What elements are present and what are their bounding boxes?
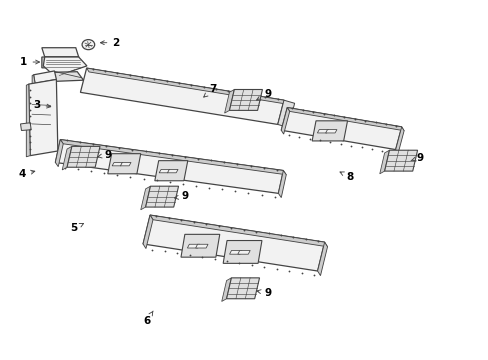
Polygon shape [286,108,403,131]
Polygon shape [167,170,178,173]
Text: 3: 3 [33,100,51,109]
Text: 8: 8 [339,172,353,182]
Polygon shape [26,84,30,157]
Polygon shape [60,140,285,175]
Polygon shape [317,242,327,276]
Text: 2: 2 [100,38,120,48]
Polygon shape [80,68,284,125]
Polygon shape [281,108,401,149]
Polygon shape [223,240,262,264]
Polygon shape [150,215,327,247]
Polygon shape [187,244,200,248]
Polygon shape [395,127,403,153]
Polygon shape [55,140,63,167]
Polygon shape [317,130,328,133]
Polygon shape [29,80,58,156]
Polygon shape [229,90,262,111]
Polygon shape [311,121,347,141]
Polygon shape [221,278,231,301]
Polygon shape [112,162,122,166]
Text: 7: 7 [203,84,216,97]
Polygon shape [55,140,283,193]
Polygon shape [62,147,72,170]
Polygon shape [384,150,417,171]
Polygon shape [45,57,81,68]
Polygon shape [145,186,178,207]
Polygon shape [67,147,100,167]
Polygon shape [379,150,388,174]
Polygon shape [226,278,259,299]
Polygon shape [277,100,294,127]
Text: 5: 5 [70,223,83,233]
Text: 9: 9 [256,288,271,298]
Polygon shape [143,215,324,271]
Polygon shape [32,75,35,84]
Circle shape [82,40,95,50]
Text: 9: 9 [410,153,423,163]
Polygon shape [42,57,46,68]
Polygon shape [281,108,289,134]
Text: 1: 1 [20,57,40,67]
Polygon shape [42,48,79,57]
Polygon shape [86,68,286,104]
Polygon shape [278,171,285,198]
Polygon shape [237,251,250,254]
Polygon shape [155,161,187,181]
Polygon shape [229,251,242,254]
Polygon shape [195,244,207,248]
Text: 6: 6 [142,311,153,326]
Polygon shape [181,234,219,257]
Text: 9: 9 [174,191,188,201]
Polygon shape [159,170,169,173]
Polygon shape [20,123,31,130]
Polygon shape [34,71,56,83]
Polygon shape [107,154,141,174]
Polygon shape [43,57,87,72]
Text: 9: 9 [98,150,111,160]
Polygon shape [141,186,150,210]
Polygon shape [48,72,83,81]
Text: 9: 9 [256,89,271,100]
Polygon shape [224,90,234,113]
Polygon shape [325,130,336,133]
Polygon shape [143,215,153,248]
Text: 4: 4 [19,169,35,179]
Polygon shape [120,162,131,166]
